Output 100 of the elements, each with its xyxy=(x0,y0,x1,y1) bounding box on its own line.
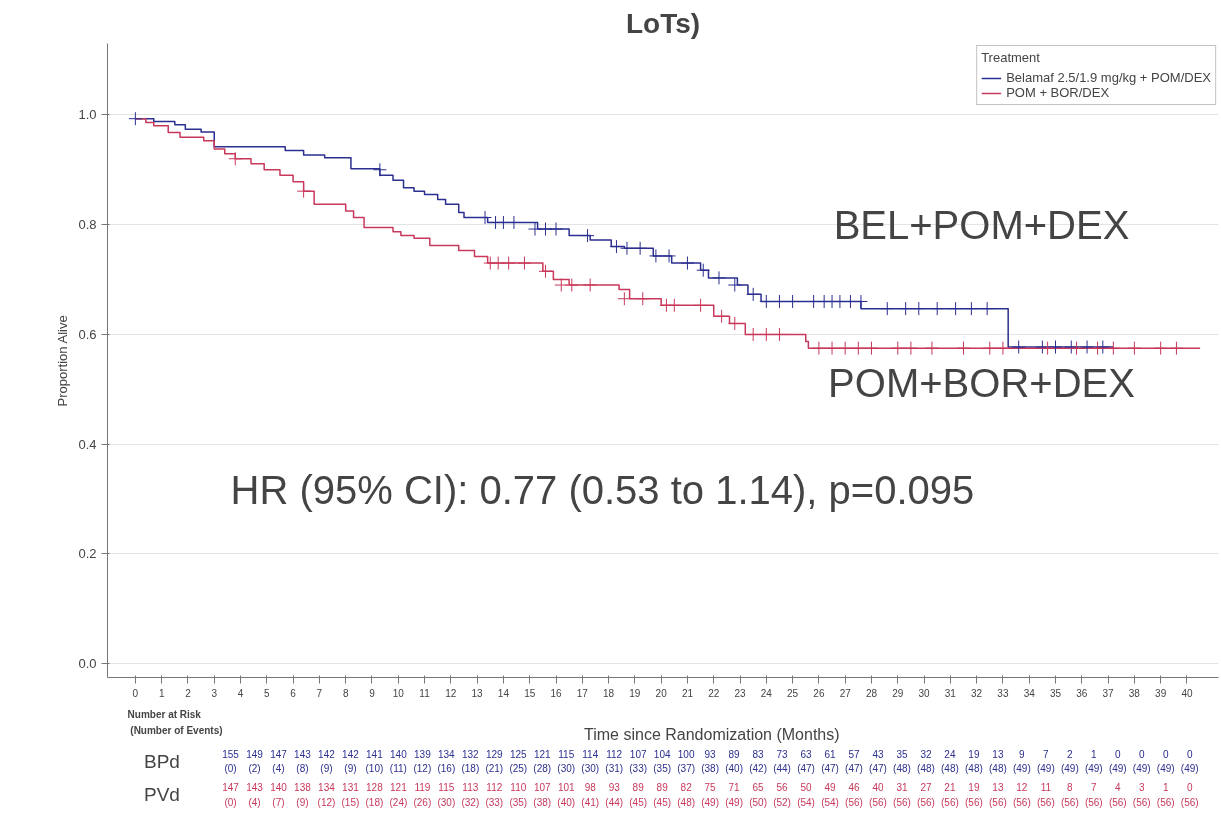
point xyxy=(564,278,579,293)
point xyxy=(128,111,143,126)
x-tick-label: 40 xyxy=(1181,687,1193,699)
point xyxy=(982,341,997,356)
x-tick-label: 4 xyxy=(237,687,244,699)
y-tick-label: 1.0 xyxy=(78,107,97,123)
point xyxy=(696,263,711,278)
point xyxy=(580,228,595,243)
point xyxy=(296,184,311,199)
x-tick-label: 9 xyxy=(369,687,376,699)
x-tick-label: 6 xyxy=(290,687,297,699)
point xyxy=(667,298,682,313)
x-tick-label: 3 xyxy=(211,687,218,699)
point xyxy=(1040,341,1055,356)
point xyxy=(746,287,761,302)
point xyxy=(372,162,387,177)
text: 155 149 147 143 142 142 141 140 139 134 132 129 125 121 115 114 112 107 104 100 93 89 83 73 63 61 57 43 35 32 24 19 13 9 7 2 1 0 0 0 0 xyxy=(222,749,1193,761)
text: (Number of Events) xyxy=(130,725,223,737)
x-tick-label: 28 xyxy=(865,687,878,699)
point xyxy=(1069,341,1084,356)
point xyxy=(617,291,632,306)
x-tick-label: 25 xyxy=(787,687,799,699)
point xyxy=(1127,341,1142,356)
x-tick-label: 34 xyxy=(1023,687,1036,699)
point xyxy=(619,241,634,256)
text: Number at Risk xyxy=(127,709,202,720)
y-tick-label: 0.0 xyxy=(78,656,97,672)
point xyxy=(635,291,650,306)
x-tick-label: 11 xyxy=(419,687,431,699)
y-tick-label: 0.2 xyxy=(78,546,97,562)
x-tick-label: 38 xyxy=(1128,687,1141,699)
point xyxy=(772,327,787,342)
annotation: BEL+POM+DEX xyxy=(833,202,1130,247)
legend-label: POM + BOR/DEX xyxy=(1006,85,1110,100)
point xyxy=(898,301,913,316)
point xyxy=(964,301,979,316)
text: 147 143 140 138 134 131 128 121 119 115 113 112 110 107 101 98 93 89 89 82 75 71 65 56 50 49 46 40 31 27 21 19 13 12 11 8 7 4 3 1 0 xyxy=(222,781,1193,793)
point xyxy=(746,327,761,342)
point xyxy=(1064,340,1079,355)
point xyxy=(527,222,542,237)
legend-title: Treatment xyxy=(981,50,1041,65)
point xyxy=(648,248,663,263)
point xyxy=(517,256,532,271)
point xyxy=(980,301,995,316)
point xyxy=(583,278,598,293)
x-tick-label: 31 xyxy=(944,687,957,699)
point xyxy=(1080,340,1095,355)
x-axis-title: Time since Randomization (Months) xyxy=(584,725,840,743)
point xyxy=(948,301,963,316)
x-tick-label: 26 xyxy=(813,687,825,699)
x-tick-label: 35 xyxy=(1049,687,1062,699)
x-tick-label: 37 xyxy=(1102,687,1115,699)
point xyxy=(825,341,840,356)
x-tick-label: 29 xyxy=(892,687,904,699)
point xyxy=(712,270,726,285)
point xyxy=(911,301,926,316)
point xyxy=(851,341,866,356)
point xyxy=(930,301,945,316)
point xyxy=(1090,341,1105,356)
text: BPd xyxy=(143,750,180,772)
point xyxy=(501,256,516,271)
point xyxy=(633,241,648,256)
x-tick-label: 1 xyxy=(158,687,165,699)
annotation: HR (95% CI): 0.77 (0.53 to 1.14), p=0.095 xyxy=(230,467,975,512)
x-tick-label: 17 xyxy=(576,687,589,699)
point xyxy=(609,239,624,254)
x-tick-label: 33 xyxy=(997,687,1009,699)
point xyxy=(890,341,905,356)
point xyxy=(1011,340,1026,355)
point xyxy=(1169,341,1184,356)
x-tick-label: 19 xyxy=(629,687,641,699)
point xyxy=(864,341,879,356)
x-tick-label: 14 xyxy=(497,687,510,699)
point xyxy=(662,248,677,263)
point xyxy=(727,278,742,293)
x-tick-label: 21 xyxy=(681,687,694,699)
point xyxy=(759,327,774,342)
x-tick-label: 18 xyxy=(603,687,615,699)
point xyxy=(549,222,563,237)
x-tick-label: 22 xyxy=(708,687,720,699)
y-tick-label: 0.4 xyxy=(78,436,97,452)
chart-title: LoTs) xyxy=(625,7,701,39)
x-tick-label: 39 xyxy=(1155,687,1167,699)
annotation: POM+BOR+DEX xyxy=(828,360,1135,405)
x-tick-label: 8 xyxy=(342,687,349,699)
y-tick-label: 0.8 xyxy=(78,217,97,233)
x-tick-label: 30 xyxy=(918,687,931,699)
x-tick-label: 5 xyxy=(264,687,271,699)
x-tick-label: 24 xyxy=(760,687,773,699)
y-axis-title: Proportion Alive xyxy=(55,315,71,407)
y-tick-label: 0.6 xyxy=(78,326,97,342)
x-tick-label: 0 xyxy=(132,687,139,699)
point xyxy=(680,256,695,271)
point xyxy=(1048,340,1063,355)
point xyxy=(1035,340,1050,355)
point xyxy=(1153,341,1168,356)
point xyxy=(811,341,826,356)
point xyxy=(727,316,742,331)
point xyxy=(1106,341,1121,356)
text: (0) (2) (4) (8) (9) (9) (10) (11) (12) (16) (18) (21) (25) (28) (30) (30) (31) (33) (35) (37) (38) (40) (42) (44) (47) (47) (47) (47) (48) (48) (48) (48) (48) (49) (49) (49) (49) (49) (49) (49) (49) xyxy=(224,763,1199,774)
